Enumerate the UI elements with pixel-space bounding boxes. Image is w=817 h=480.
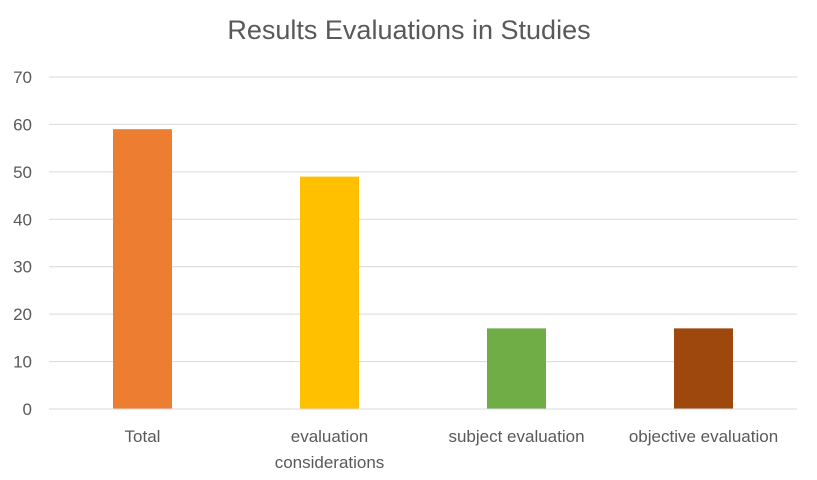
y-tick-label: 70 <box>13 68 32 87</box>
y-tick-label: 30 <box>13 258 32 277</box>
bar-subject-evaluation <box>487 328 546 409</box>
x-axis-category-labels: Total evaluation considerations subject eva… <box>125 427 779 472</box>
x-category-label: evaluation <box>291 427 369 446</box>
y-tick-label: 20 <box>13 305 32 324</box>
y-tick-label: 0 <box>23 400 32 419</box>
x-category-label: subject evaluation <box>448 427 584 446</box>
gridlines <box>49 76 797 363</box>
y-tick-label: 60 <box>13 115 32 134</box>
y-tick-label: 50 <box>13 163 32 182</box>
y-axis-tick-labels: 0 10 20 30 40 50 60 70 <box>13 68 32 419</box>
bar-objective-evaluation <box>674 328 733 409</box>
y-tick-label: 10 <box>13 353 32 372</box>
x-category-label: considerations <box>275 453 385 472</box>
bar-total <box>113 129 172 409</box>
bar-evaluation-considerations <box>300 176 359 409</box>
x-category-label: Total <box>125 427 161 446</box>
bars <box>113 129 733 409</box>
y-tick-label: 40 <box>13 210 32 229</box>
chart-title: Results Evaluations in Studies <box>227 15 590 45</box>
x-category-label: objective evaluation <box>629 427 778 446</box>
